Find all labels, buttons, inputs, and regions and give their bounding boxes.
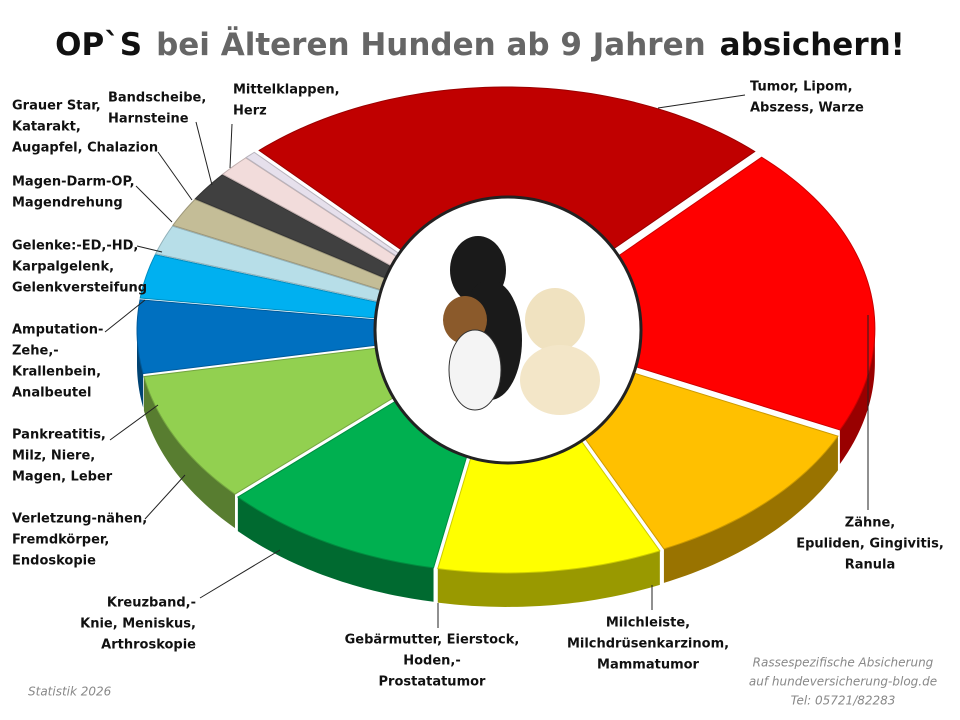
- slice-label: Fremdkörper,: [12, 533, 109, 548]
- leader-line: [195, 121, 213, 186]
- footer-left: Statistik 2026: [28, 685, 112, 699]
- slice-label: Abszess, Warze: [750, 101, 864, 116]
- slice-label: Hoden,-: [403, 654, 461, 669]
- slice-label: Magen, Leber: [12, 470, 113, 485]
- title-part: absichern!: [720, 27, 905, 63]
- slice-label: Magen-Darm-OP,: [12, 175, 135, 190]
- slice-label: Herz: [233, 104, 267, 119]
- slice-label: Mammatumor: [597, 658, 700, 673]
- slice-label: Gelenke:-ED,-HD,: [12, 239, 138, 254]
- slice-label: Verletzung-nähen,: [12, 512, 147, 527]
- slice-label: Magendrehung: [12, 196, 123, 211]
- slice-side: [839, 328, 875, 464]
- slice-label: Amputation-: [12, 323, 103, 338]
- slice-label: Ranula: [845, 558, 896, 573]
- slice-label: Mittelklappen,: [233, 83, 340, 98]
- leader-line: [657, 94, 746, 109]
- slice-side: [237, 497, 434, 602]
- slice-label: Knie, Meniskus,: [80, 617, 196, 632]
- chart-title: OP`S bei Älteren Hunden ab 9 Jahren absich…: [55, 27, 905, 63]
- slice: [136, 299, 500, 375]
- slice-label: Milchleiste,: [606, 616, 690, 631]
- footer-line: Rassespezifische Absicherung: [753, 656, 934, 670]
- slice-label: Analbeutel: [12, 386, 91, 401]
- slice-label: Tumor, Lipom,: [750, 80, 853, 95]
- slice-side: [437, 550, 660, 607]
- title-part: bei Älteren Hunden ab 9 Jahren: [156, 27, 706, 63]
- slice-label: Zehe,-: [12, 344, 59, 359]
- slice-side: [137, 330, 144, 408]
- slice-label: Katarakt,: [12, 120, 81, 135]
- leader-line: [135, 185, 173, 223]
- slice-label: Gelenkversteifung: [12, 281, 147, 296]
- slice-label: Karpalgelenk,: [12, 260, 114, 275]
- slice-label: Milchdrüsenkarzinom,: [567, 637, 729, 652]
- slice-label: Krallenbein,: [12, 365, 101, 380]
- footer-line: auf hundeversicherung-blog.de: [749, 675, 937, 689]
- slice-label: Harnsteine: [108, 112, 189, 127]
- slice-label: Augapfel, Chalazion: [12, 141, 158, 156]
- leader-line: [109, 404, 159, 441]
- slice-label: Bandscheibe,: [108, 91, 206, 106]
- slice-label: Epuliden, Gingivitis,: [796, 537, 944, 552]
- slice-label: Zähne,: [845, 516, 895, 531]
- slice-label: Gebärmutter, Eierstock,: [345, 633, 520, 648]
- slice-label: Endoskopie: [12, 554, 96, 569]
- slice-side: [663, 436, 838, 583]
- labels: Tumor, Lipom, Abszess, Warze Zähne, Epulide…: [12, 80, 944, 690]
- leader-line: [199, 549, 281, 599]
- leader-line: [157, 151, 193, 201]
- slice-side: [143, 376, 236, 529]
- dogs-illustration: [443, 236, 600, 415]
- slice-label: Grauer Star,: [12, 99, 101, 114]
- footer-right: Rassespezifische Absicherung auf hundever…: [749, 656, 937, 708]
- slice-label: Kreuzband,-: [107, 596, 196, 611]
- leader-line: [229, 123, 233, 169]
- slice-label: Milz, Niere,: [12, 449, 95, 464]
- leader-line: [144, 474, 186, 520]
- slice-label: Arthroskopie: [101, 638, 196, 653]
- footer-line: Tel: 05721/82283: [791, 694, 896, 708]
- slice-label: Pankreatitis,: [12, 428, 106, 443]
- title-part: OP`S: [55, 27, 142, 63]
- leader-line: [136, 245, 163, 253]
- slice-label: Prostatatumor: [379, 675, 487, 690]
- leader-line: [104, 299, 146, 333]
- slice: [511, 156, 876, 431]
